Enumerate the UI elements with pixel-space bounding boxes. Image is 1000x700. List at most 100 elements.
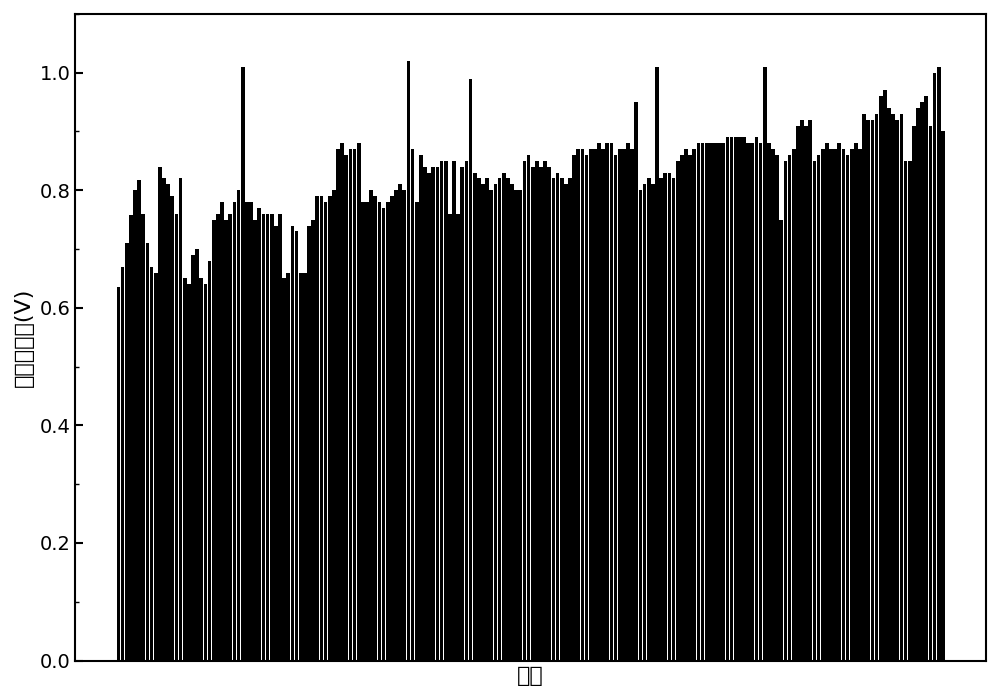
Y-axis label: 各单节电压(V): 各单节电压(V) bbox=[14, 288, 34, 387]
Bar bbox=[817, 155, 820, 661]
Bar bbox=[187, 284, 191, 661]
Bar bbox=[353, 149, 356, 661]
Bar bbox=[382, 208, 385, 661]
Bar bbox=[212, 220, 216, 661]
Bar bbox=[721, 144, 725, 661]
Bar bbox=[373, 196, 377, 661]
Bar bbox=[825, 144, 829, 661]
Bar bbox=[183, 279, 187, 661]
Bar bbox=[465, 161, 468, 661]
Bar bbox=[253, 220, 257, 661]
Bar bbox=[411, 149, 414, 661]
Bar bbox=[875, 114, 878, 661]
Bar bbox=[175, 214, 178, 661]
Bar bbox=[854, 144, 858, 661]
Bar bbox=[941, 132, 945, 661]
Bar bbox=[866, 120, 870, 661]
Bar bbox=[133, 190, 137, 661]
Bar bbox=[535, 161, 539, 661]
Bar bbox=[481, 184, 485, 661]
Bar bbox=[659, 178, 663, 661]
Bar bbox=[601, 149, 605, 661]
Bar bbox=[576, 149, 580, 661]
Bar bbox=[162, 178, 166, 661]
Bar bbox=[605, 144, 609, 661]
Bar bbox=[311, 220, 315, 661]
Bar bbox=[349, 149, 352, 661]
Bar bbox=[900, 114, 903, 661]
Bar bbox=[498, 178, 501, 661]
Bar bbox=[701, 144, 704, 661]
Bar bbox=[444, 161, 448, 661]
Bar bbox=[808, 120, 812, 661]
Bar bbox=[502, 173, 506, 661]
Bar bbox=[763, 66, 767, 661]
Bar bbox=[485, 178, 489, 661]
Bar bbox=[237, 190, 240, 661]
Bar bbox=[929, 125, 932, 661]
Bar bbox=[614, 155, 617, 661]
Bar bbox=[862, 114, 866, 661]
Bar bbox=[912, 125, 916, 661]
Bar bbox=[891, 114, 895, 661]
Bar bbox=[883, 90, 887, 661]
Bar bbox=[191, 255, 195, 661]
Bar bbox=[643, 184, 646, 661]
Bar bbox=[328, 196, 332, 661]
Bar bbox=[813, 161, 816, 661]
Bar bbox=[738, 137, 742, 661]
Bar bbox=[705, 144, 709, 661]
Bar bbox=[771, 149, 775, 661]
Bar bbox=[663, 173, 667, 661]
Bar bbox=[626, 144, 630, 661]
Bar bbox=[742, 137, 746, 661]
Bar bbox=[622, 149, 626, 661]
Bar bbox=[829, 149, 833, 661]
Bar bbox=[618, 149, 622, 661]
Bar bbox=[639, 190, 642, 661]
Bar bbox=[440, 161, 443, 661]
Bar bbox=[228, 214, 232, 661]
Bar bbox=[850, 149, 854, 661]
Bar bbox=[630, 149, 634, 661]
Bar bbox=[634, 102, 638, 661]
Bar bbox=[837, 144, 841, 661]
Bar bbox=[398, 184, 402, 661]
Bar bbox=[282, 279, 286, 661]
Bar bbox=[581, 149, 584, 661]
Bar bbox=[676, 161, 680, 661]
Bar bbox=[746, 144, 750, 661]
Bar bbox=[208, 261, 211, 661]
Bar bbox=[775, 155, 779, 661]
Bar bbox=[216, 214, 220, 661]
Bar bbox=[199, 279, 203, 661]
Bar bbox=[792, 149, 796, 661]
Bar bbox=[224, 220, 228, 661]
Bar bbox=[610, 144, 613, 661]
Bar bbox=[879, 96, 883, 661]
Bar bbox=[539, 167, 543, 661]
Bar bbox=[336, 149, 340, 661]
Bar bbox=[750, 144, 754, 661]
Bar bbox=[672, 178, 675, 661]
Bar bbox=[129, 215, 133, 661]
Bar bbox=[668, 173, 671, 661]
Bar bbox=[262, 214, 265, 661]
Bar bbox=[651, 184, 655, 661]
Bar bbox=[796, 125, 800, 661]
Bar bbox=[713, 144, 717, 661]
Bar bbox=[647, 178, 651, 661]
Bar bbox=[286, 272, 290, 661]
X-axis label: 片号: 片号 bbox=[517, 666, 544, 686]
Bar bbox=[378, 202, 381, 661]
Bar bbox=[315, 196, 319, 661]
Bar bbox=[361, 202, 365, 661]
Bar bbox=[291, 225, 294, 661]
Bar bbox=[531, 167, 535, 661]
Bar bbox=[506, 178, 510, 661]
Bar bbox=[833, 149, 837, 661]
Bar bbox=[146, 243, 149, 661]
Bar bbox=[726, 137, 729, 661]
Bar bbox=[697, 144, 700, 661]
Bar bbox=[278, 214, 282, 661]
